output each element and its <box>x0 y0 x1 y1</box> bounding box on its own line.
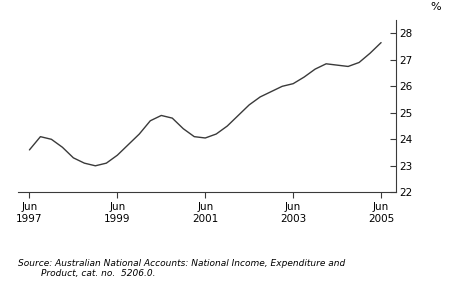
Text: Source: Australian National Accounts: National Income, Expenditure and
        P: Source: Australian National Accounts: Na… <box>18 259 346 278</box>
Text: %: % <box>430 2 441 12</box>
